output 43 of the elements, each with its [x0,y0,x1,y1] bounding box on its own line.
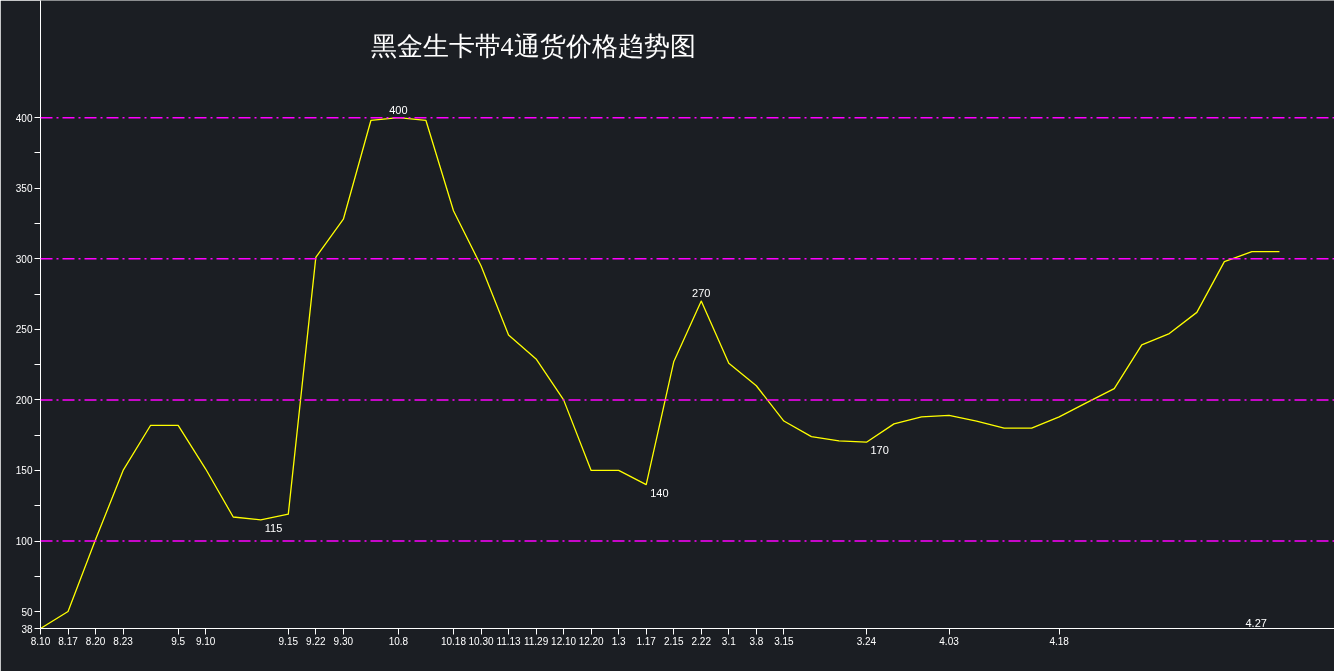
line-series [40,116,1281,629]
y-tick-label: 350 [15,183,33,195]
x-tick-label: 4.18 [1049,635,1070,647]
x-tick-label: 3.8 [749,635,764,647]
data-label: 270 [692,287,711,300]
x-tick-label: 8.10 [30,635,51,647]
text: 黑金生卡带4通货价格趋势图 [370,31,696,61]
x-tick-label: 1.3 [611,635,627,647]
y-tick-label: 100 [15,536,33,547]
y-tick-label: 400 [15,112,33,124]
x-tick-label: 2.15 [664,635,684,647]
x-tick-label: 1.17 [636,635,657,647]
x-tick-label: 8.23 [113,635,134,647]
y-tick-label: 38 [21,623,33,635]
x-tick-label: 11.29 [523,635,549,647]
data-label: 140 [650,486,669,499]
x-tick-label: 2.22 [691,635,712,647]
x-tick-label: 3.24 [856,635,877,647]
data-label: 400 [389,103,408,116]
x-tick-label: 12.20 [578,635,605,647]
x-tick-label: 3.1 [721,635,737,647]
annotation: 4.27 [1245,616,1267,629]
x-tick-label: 9.30 [333,635,354,647]
x-tick-label: 10.8 [388,635,409,647]
data-label: 170 [870,444,889,457]
x-tick-label: 11.13 [496,635,522,647]
x-tick-label: 8.20 [85,635,106,647]
x-tick-label: 9.10 [195,635,216,647]
x-tick-label: 8.17 [58,635,79,647]
x-tick-label: 9.5 [171,635,186,647]
data-label: 115 [264,521,283,534]
y-tick-label: 150 [15,465,33,477]
x-tick-label: 12.10 [551,635,577,647]
x-tick-label: 3.15 [774,635,795,647]
y-tick-label: 50 [21,606,33,618]
x-tick-label: 9.15 [278,635,299,647]
y-tick-label: 250 [15,324,33,336]
y-tick-label: 200 [15,394,33,406]
x-tick-label: 9.22 [306,635,326,647]
x-tick-label: 10.18 [440,635,467,647]
y-tick-label: 300 [15,253,33,265]
x-tick-label: 4.03 [939,635,960,647]
x-tick-label: 10.30 [468,635,494,647]
